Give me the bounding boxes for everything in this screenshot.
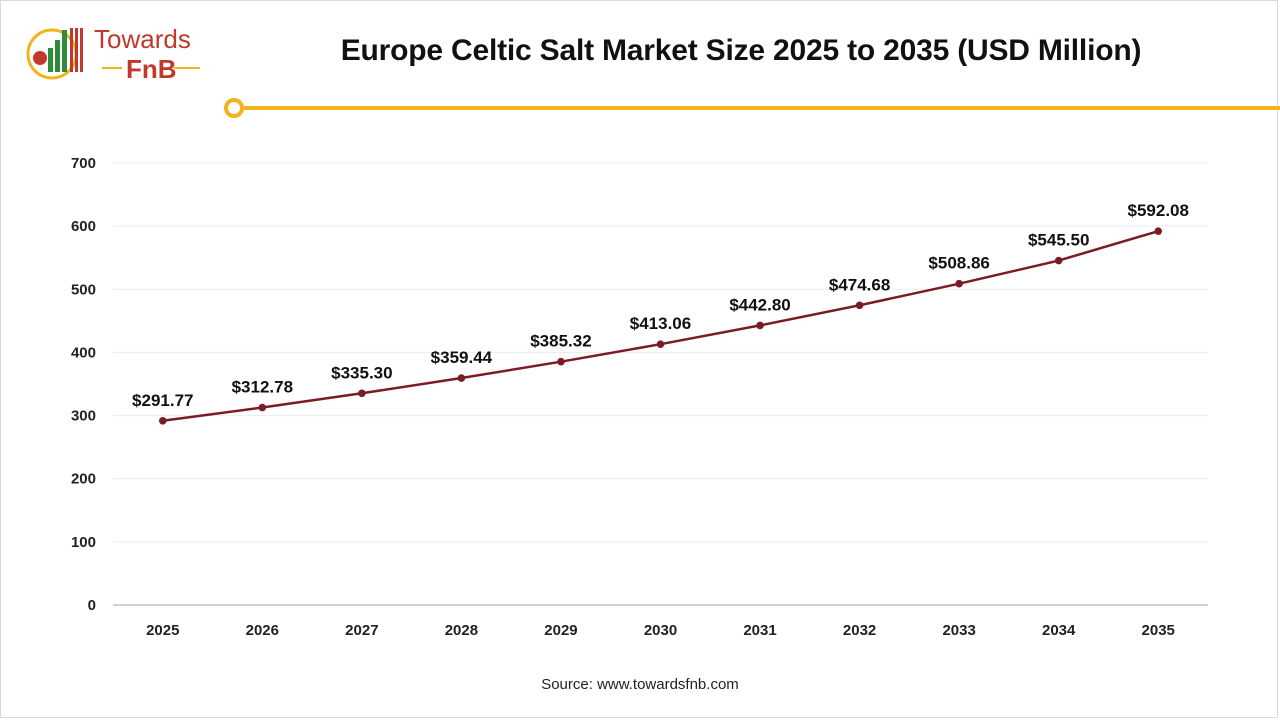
data-point: [955, 279, 963, 288]
x-tick-label: 2028: [445, 622, 478, 639]
data-label: $335.30: [331, 363, 392, 382]
title-underline: [224, 98, 1280, 118]
data-label: $413.06: [630, 314, 691, 333]
y-tick-label: 700: [71, 155, 96, 172]
y-tick-label: 0: [88, 597, 96, 614]
data-label: $545.50: [1028, 231, 1089, 250]
y-tick-label: 100: [71, 534, 96, 551]
towards-fnb-logo: Towards FnB: [26, 24, 200, 84]
data-label: $312.78: [232, 378, 293, 397]
data-point: [855, 301, 864, 310]
data-point: [656, 340, 665, 348]
x-tick-label: 2031: [743, 622, 776, 639]
data-point: [158, 416, 167, 425]
x-tick-label: 2034: [1042, 622, 1076, 639]
source-note: Source: www.towardsfnb.com: [541, 676, 739, 693]
y-tick-label: 400: [71, 344, 96, 361]
data-label: $474.68: [829, 275, 890, 294]
x-tick-label: 2029: [544, 622, 577, 639]
chart-title: Europe Celtic Salt Market Size 2025 to 2…: [340, 34, 1142, 67]
data-point: [557, 357, 565, 366]
data-label: $385.32: [530, 332, 591, 351]
data-label: $592.08: [1128, 201, 1189, 220]
y-tick-label: 600: [71, 218, 96, 235]
data-label: $442.80: [729, 295, 790, 314]
x-tick-label: 2030: [644, 622, 677, 639]
x-tick-label: 2027: [345, 622, 378, 639]
x-tick-label: 2035: [1142, 622, 1175, 639]
data-point: [1054, 256, 1063, 265]
y-tick-label: 200: [71, 471, 96, 488]
data-point: [1154, 227, 1163, 235]
data-label: $359.44: [431, 348, 493, 367]
x-tick-label: 2032: [843, 622, 876, 639]
brand-name-line1: Towards: [94, 24, 191, 54]
y-tick-label: 500: [71, 281, 96, 298]
data-point: [358, 389, 366, 398]
data-point: [756, 321, 764, 330]
x-tick-label: 2025: [146, 622, 179, 639]
y-tick-label: 300: [71, 408, 96, 425]
data-label: $508.86: [928, 254, 989, 273]
brand-name-line2: FnB: [126, 54, 177, 84]
data-point: [457, 374, 466, 382]
x-tick-label: 2033: [942, 622, 975, 639]
data-label: $291.77: [132, 391, 193, 410]
x-tick-label: 2026: [246, 622, 279, 639]
data-point: [258, 403, 267, 412]
